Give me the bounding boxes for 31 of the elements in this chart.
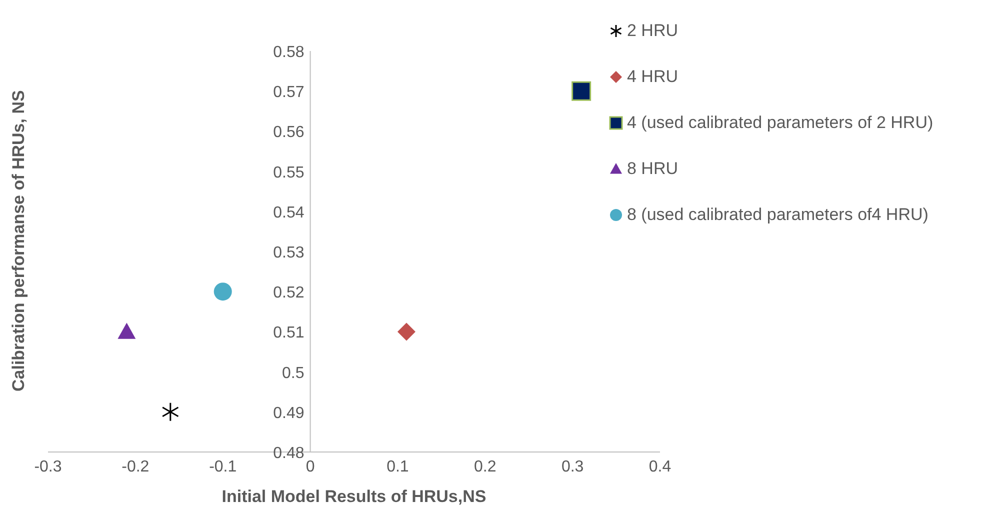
y-tick-label: 0.53 bbox=[273, 244, 304, 262]
x-tick-label: 0.1 bbox=[386, 458, 409, 476]
y-tick-label: 0.5 bbox=[282, 364, 304, 382]
y-tick-label: 0.54 bbox=[273, 204, 304, 222]
point bbox=[397, 322, 416, 341]
y-tick-label: 0.49 bbox=[273, 404, 304, 422]
x-tick-label: -0.2 bbox=[122, 458, 150, 476]
x-tick-label: 0.3 bbox=[561, 458, 584, 476]
x-tick-label: 0 bbox=[306, 458, 315, 476]
legend-label: 2 HRU bbox=[627, 21, 678, 41]
x-tick-label: 0.2 bbox=[474, 458, 496, 476]
point bbox=[214, 282, 232, 301]
y-tick-label: 0.48 bbox=[273, 445, 304, 462]
legend-label: 4 HRU bbox=[627, 67, 678, 87]
point bbox=[118, 322, 136, 339]
y-tick-label: 0.51 bbox=[273, 324, 304, 342]
legend-label: 8 (used calibrated parameters of4 HRU) bbox=[627, 205, 928, 225]
x-tick-label: -0.3 bbox=[34, 458, 62, 476]
y-tick-label: 0.55 bbox=[273, 164, 304, 182]
x-tick-label: 0.4 bbox=[648, 458, 672, 476]
x-tick-label: -0.1 bbox=[209, 458, 237, 476]
y-tick-label: 0.57 bbox=[273, 84, 304, 102]
legend-label: 4 (used calibrated parameters of 2 HRU) bbox=[627, 113, 934, 133]
y-tick-label: 0.58 bbox=[273, 44, 304, 61]
point bbox=[162, 402, 179, 422]
point bbox=[572, 81, 592, 101]
x-axis-title: Initial Model Results of HRUs,NS bbox=[222, 487, 486, 506]
legend-label: 8 HRU bbox=[627, 159, 678, 179]
y-tick-label: 0.56 bbox=[273, 124, 304, 142]
y-tick-label: 0.52 bbox=[273, 284, 304, 302]
y-axis-title: Calibration performanse of HRUs, NS bbox=[9, 90, 28, 392]
